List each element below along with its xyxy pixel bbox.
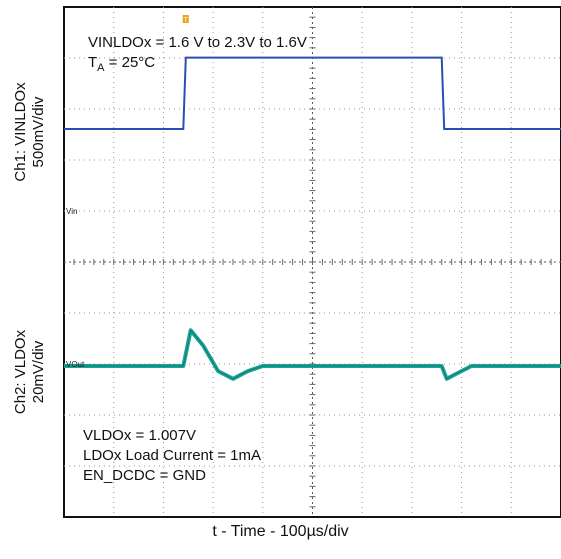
test-conditions-bottom: VLDOx = 1.007V LDOx Load Current = 1mA E… xyxy=(83,426,261,486)
ch1-y-axis-label: Ch1: VINLDOx 500mV/div xyxy=(12,82,47,182)
test-conditions-top: VINLDOx = 1.6 V to 2.3V to 1.6V TA = 25°… xyxy=(88,33,307,78)
load-current-annotation: LDOx Load Current = 1mA xyxy=(83,447,262,464)
trigger-marker-label: T xyxy=(184,17,189,24)
ch2-marker: VOut xyxy=(66,360,85,369)
ch2-y-axis-label: Ch2: VLDOx 20mV/div xyxy=(12,329,47,415)
ambient-temperature-annotation: TA = 25°C xyxy=(88,54,156,74)
trigger-marker xyxy=(182,15,189,23)
channel-markers: Vin VOut T xyxy=(66,15,189,369)
vin-step-annotation: VINLDOx = 1.6 V to 2.3V to 1.6V xyxy=(88,34,307,51)
ch1-marker: Vin xyxy=(66,207,77,216)
vldo-annotation: VLDOx = 1.007V xyxy=(83,427,196,444)
ch2-vldo-trace-core xyxy=(64,329,561,380)
plot-traces xyxy=(64,56,561,381)
ch1-vinldo-trace xyxy=(64,56,561,130)
x-axis-label: t - Time - 100µs/div xyxy=(212,523,349,540)
plot-grid xyxy=(64,7,561,517)
en-dcdc-annotation: EN_DCDC = GND xyxy=(83,467,206,484)
